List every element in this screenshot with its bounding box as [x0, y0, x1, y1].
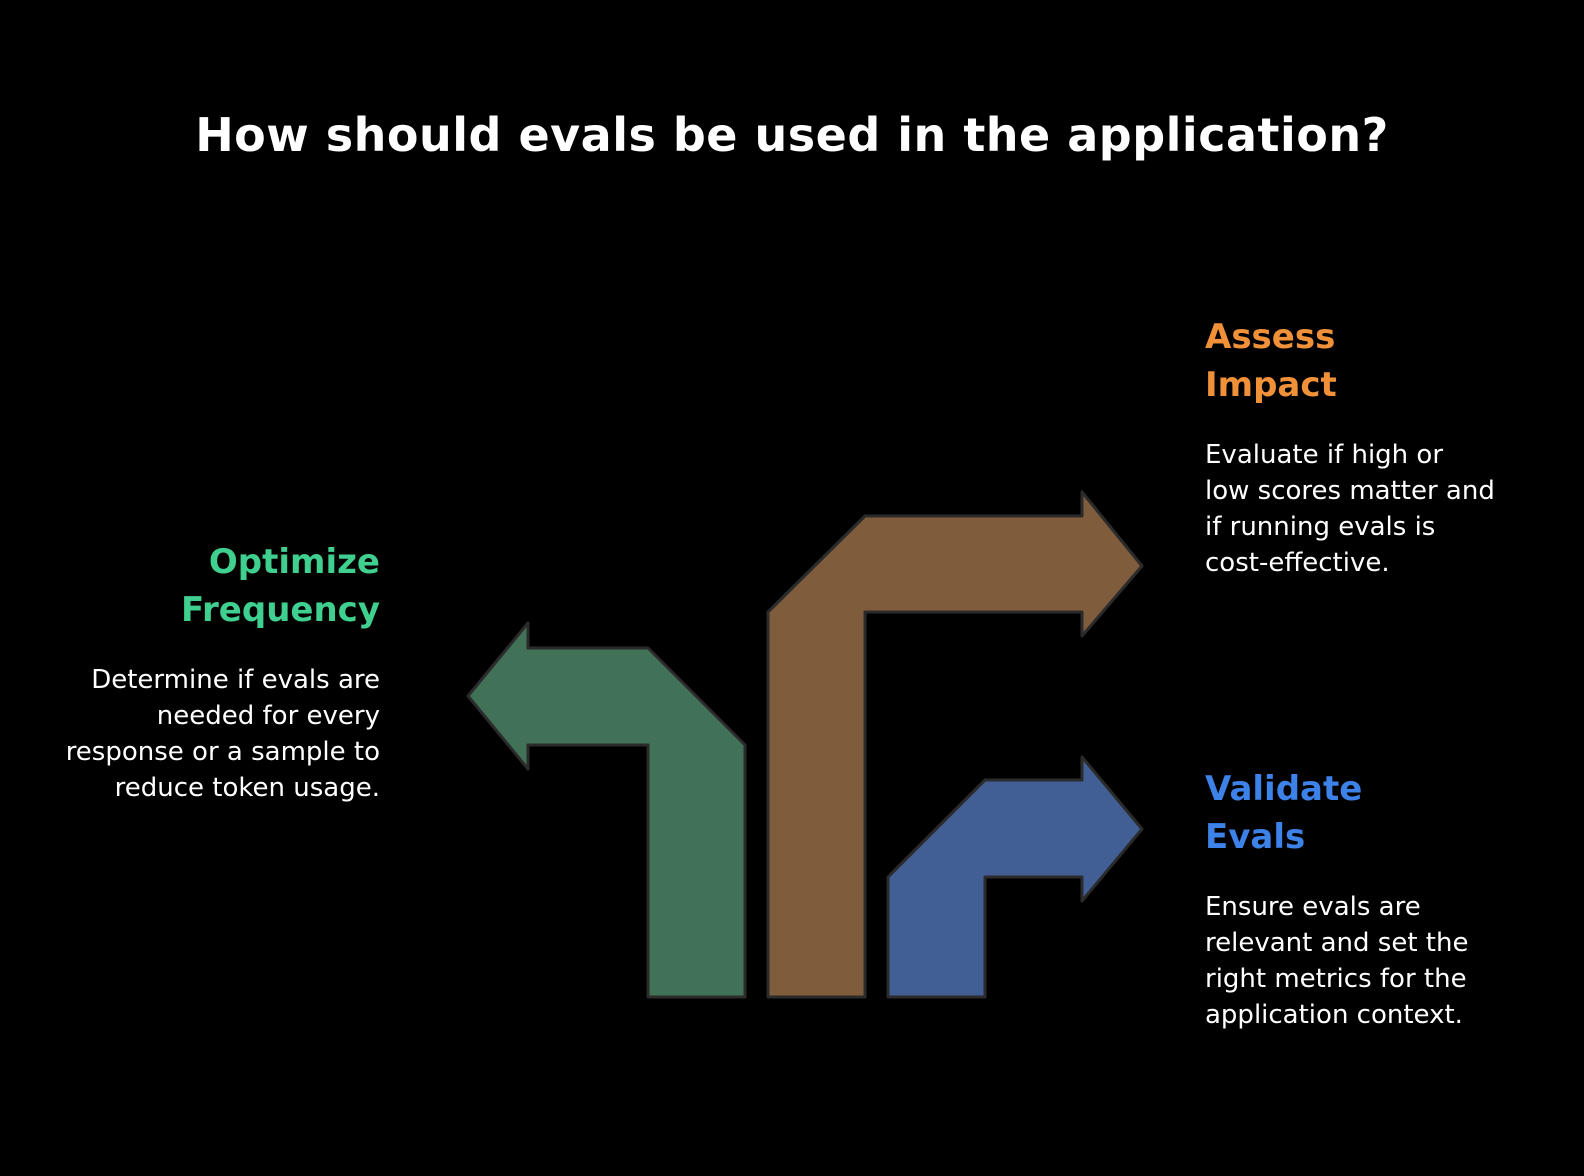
optimize-frequency-description: Determine if evals are needed for every … [65, 665, 380, 803]
validate-evals-block: Validate Evals Ensure evals are relevant… [1205, 765, 1495, 1033]
assess-impact-block: Assess Impact Evaluate if high or low sc… [1205, 313, 1495, 581]
validate-heading-line2: Evals [1205, 817, 1306, 857]
validate-heading-line1: Validate [1205, 769, 1363, 809]
optimize-frequency-heading: Optimize Frequency [60, 538, 380, 634]
validate-evals-heading: Validate Evals [1205, 765, 1495, 861]
assess-heading-line2: Impact [1205, 365, 1337, 405]
assess-impact-arrow [766, 490, 1144, 999]
optimize-heading-line2: Frequency [180, 590, 380, 630]
validate-evals-description: Ensure evals are relevant and set the ri… [1205, 892, 1469, 1030]
assess-impact-heading: Assess Impact [1205, 313, 1495, 409]
assess-impact-description: Evaluate if high or low scores matter an… [1205, 440, 1495, 578]
optimize-frequency-block: Optimize Frequency Determine if evals ar… [60, 538, 380, 806]
diagram-title: How should evals be used in the applicat… [195, 108, 1389, 162]
optimize-heading-line1: Optimize [208, 542, 380, 582]
validate-evals-arrow [886, 755, 1144, 999]
assess-heading-line1: Assess [1205, 317, 1336, 357]
optimize-frequency-arrow [466, 621, 747, 999]
